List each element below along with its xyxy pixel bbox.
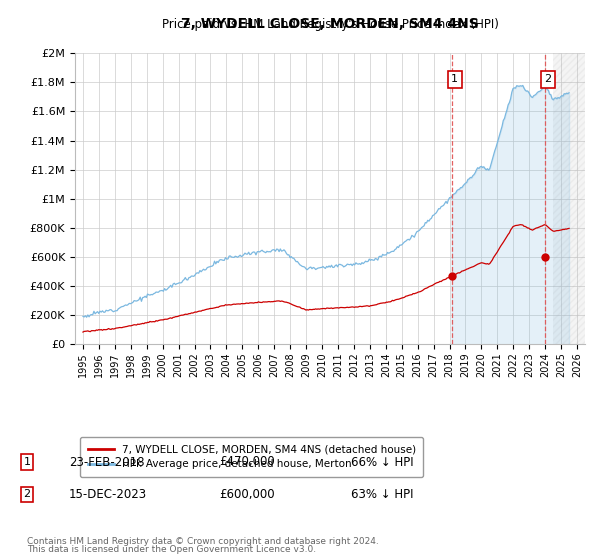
Text: 2: 2 [544, 74, 551, 85]
Bar [553, 53, 593, 344]
Text: 7, WYDELL CLOSE, MORDEN, SM4 4NS: 7, WYDELL CLOSE, MORDEN, SM4 4NS [181, 17, 479, 31]
Text: 15-DEC-2023: 15-DEC-2023 [69, 488, 147, 501]
Text: 66% ↓ HPI: 66% ↓ HPI [351, 455, 413, 469]
Text: 1: 1 [451, 74, 458, 85]
Text: £600,000: £600,000 [219, 488, 275, 501]
Text: 2: 2 [23, 489, 31, 500]
Bar [553, 53, 593, 344]
Text: Contains HM Land Registry data © Crown copyright and database right 2024.: Contains HM Land Registry data © Crown c… [27, 537, 379, 546]
Text: 63% ↓ HPI: 63% ↓ HPI [351, 488, 413, 501]
Legend: 7, WYDELL CLOSE, MORDEN, SM4 4NS (detached house), HPI: Average price, detached : 7, WYDELL CLOSE, MORDEN, SM4 4NS (detach… [80, 437, 423, 477]
Title: Price paid vs. HM Land Registry's House Price Index (HPI): Price paid vs. HM Land Registry's House … [161, 18, 499, 31]
Text: This data is licensed under the Open Government Licence v3.0.: This data is licensed under the Open Gov… [27, 545, 316, 554]
Text: 1: 1 [23, 457, 31, 467]
Text: 23-FEB-2018: 23-FEB-2018 [69, 455, 145, 469]
Text: £470,000: £470,000 [219, 455, 275, 469]
